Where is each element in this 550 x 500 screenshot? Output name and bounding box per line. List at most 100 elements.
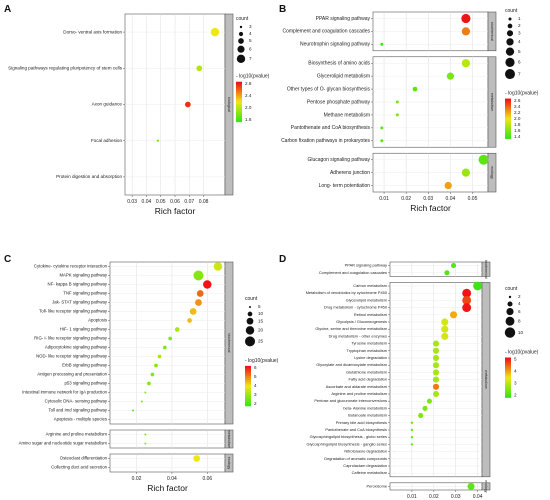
y-tick-label: Caffeine metabolism bbox=[352, 470, 387, 475]
facet-box bbox=[109, 261, 226, 425]
size-legend-label: 5 bbox=[258, 304, 261, 309]
size-legend-dot bbox=[505, 316, 515, 326]
color-legend-band bbox=[236, 91, 242, 95]
size-legend-title: count bbox=[245, 296, 258, 302]
x-tick-label: 0.02 bbox=[401, 196, 411, 202]
color-legend-band bbox=[236, 105, 242, 109]
y-tick-label: Neurotrophin signaling pathway bbox=[300, 42, 371, 48]
y-tick-label: Adipocytokine signaling pathway bbox=[45, 345, 108, 350]
data-point bbox=[140, 400, 143, 403]
color-legend-band bbox=[236, 87, 242, 91]
y-tick-label: PPAR signaling pathway bbox=[316, 16, 371, 22]
y-tick-label: Peroxisome bbox=[366, 483, 387, 488]
data-point bbox=[196, 290, 204, 297]
data-point bbox=[426, 398, 432, 404]
size-legend-label: 6 bbox=[249, 46, 252, 51]
data-point bbox=[462, 288, 472, 298]
color-legend-band bbox=[505, 112, 511, 115]
color-legend-band bbox=[236, 97, 242, 101]
data-point bbox=[432, 376, 440, 383]
data-point bbox=[394, 451, 395, 452]
facet-box bbox=[389, 261, 483, 277]
color-legend-band bbox=[505, 122, 511, 125]
color-legend-label: 1.6 bbox=[245, 117, 252, 122]
size-legend-dot bbox=[238, 31, 244, 37]
size-legend-label: 3 bbox=[249, 24, 252, 29]
facet-strip-label: biochemical bbox=[227, 334, 231, 353]
size-legend-title: count bbox=[505, 8, 518, 14]
panel-label: C bbox=[4, 254, 11, 265]
data-point bbox=[462, 303, 472, 313]
data-point bbox=[449, 311, 458, 319]
color-legend-title: - log10(pvalue) bbox=[245, 358, 279, 364]
x-tick-label: 0.08 bbox=[199, 199, 209, 205]
data-point bbox=[144, 442, 147, 445]
color-legend-title: - log10(pvalue) bbox=[505, 349, 539, 355]
data-point bbox=[395, 113, 399, 117]
size-legend-dot bbox=[238, 38, 244, 44]
y-tick-label: Degradation of aromatic compounds bbox=[324, 456, 387, 461]
size-legend-title: count bbox=[505, 286, 518, 292]
color-legend-band bbox=[505, 130, 511, 133]
size-legend-label: 1 bbox=[518, 16, 521, 21]
color-legend-label: 2.0 bbox=[245, 105, 252, 110]
y-tick-label: Biosynthesis of amino acids bbox=[308, 61, 370, 67]
y-tick-label: Nitrotoluene degradation bbox=[344, 449, 387, 454]
facet-strip-label: metabolism bbox=[490, 93, 494, 111]
color-legend-band bbox=[505, 116, 511, 119]
facet-strip-label: biochemical bbox=[490, 22, 494, 41]
y-tick-label: Apoptosis bbox=[88, 318, 107, 323]
size-legend-dot bbox=[506, 30, 514, 37]
data-point bbox=[461, 27, 471, 36]
y-tick-label: Glycerolipid metabolism bbox=[346, 297, 387, 302]
data-point bbox=[380, 42, 384, 46]
data-point bbox=[394, 465, 395, 467]
data-point bbox=[185, 101, 191, 108]
size-legend-dot bbox=[508, 295, 512, 299]
x-tick-label: 0.03 bbox=[451, 494, 461, 500]
size-legend-label: 4 bbox=[518, 301, 521, 306]
y-tick-label: Glycerolipid metabolism bbox=[317, 73, 370, 79]
x-tick-label: 0.03 bbox=[423, 196, 433, 202]
y-tick-label: Osteoclast differentiation bbox=[60, 456, 108, 461]
y-tick-label: Apoptosis - multiple species bbox=[54, 417, 107, 422]
color-legend-label: 5 bbox=[514, 357, 517, 362]
size-legend-label: 7 bbox=[249, 56, 252, 61]
data-point bbox=[432, 354, 440, 362]
size-legend-dot bbox=[249, 306, 251, 308]
color-legend-band bbox=[236, 101, 242, 105]
data-point bbox=[410, 421, 414, 424]
panel-label: A bbox=[4, 4, 11, 15]
data-point bbox=[156, 139, 160, 142]
data-point bbox=[213, 262, 223, 271]
y-tick-label: Methane metabolism bbox=[324, 112, 370, 118]
color-legend-band bbox=[245, 401, 251, 405]
size-legend-dot bbox=[508, 17, 512, 21]
x-tick-label: 0.05 bbox=[156, 199, 166, 205]
y-tick-label: NF- kappa B signaling pathway bbox=[48, 282, 108, 287]
color-legend-band bbox=[236, 109, 242, 113]
color-legend-band bbox=[505, 98, 511, 101]
color-legend-band bbox=[505, 389, 511, 392]
data-point bbox=[441, 325, 449, 333]
color-legend-band bbox=[245, 381, 251, 385]
y-tick-label: Glycolysis / Gluconeogenesis bbox=[336, 319, 387, 324]
data-point bbox=[461, 59, 471, 68]
x-tick-label: 0.03 bbox=[127, 199, 137, 205]
y-tick-label: Pentose and glucuronate interconversions bbox=[314, 398, 387, 403]
color-legend-band bbox=[505, 136, 511, 139]
color-legend-band bbox=[245, 383, 251, 387]
color-legend-band bbox=[245, 373, 251, 377]
size-legend-label: 4 bbox=[249, 31, 252, 36]
y-tick-label: PPAR signaling pathway bbox=[345, 263, 387, 268]
color-legend-band bbox=[505, 369, 511, 372]
x-axis-label: Rich factor bbox=[410, 203, 451, 213]
data-point bbox=[467, 482, 475, 490]
panel-label: D bbox=[279, 254, 286, 265]
color-legend-band bbox=[245, 391, 251, 395]
data-point bbox=[450, 263, 457, 269]
data-point bbox=[432, 383, 440, 390]
color-legend-label: 2.0 bbox=[514, 116, 521, 121]
